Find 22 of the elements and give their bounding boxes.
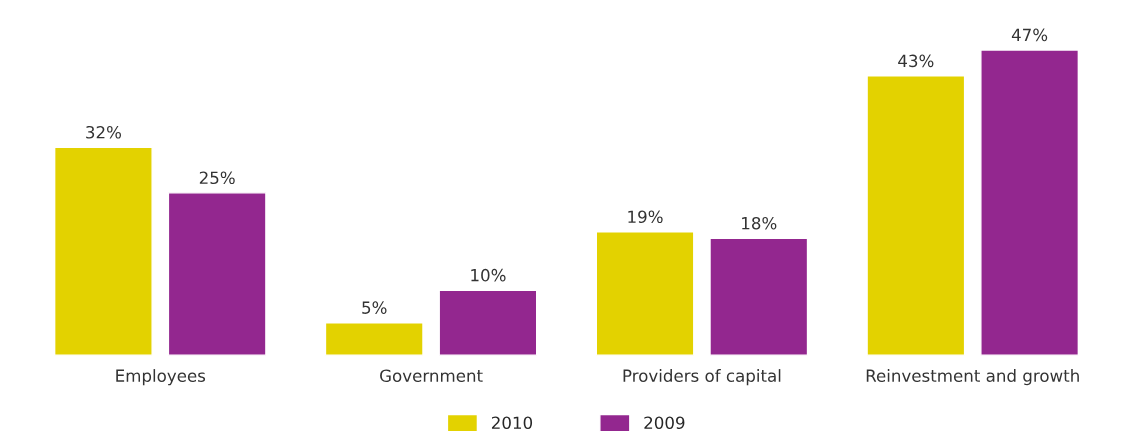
bar <box>438 289 538 356</box>
bar <box>167 192 267 356</box>
bar <box>53 146 153 356</box>
bar <box>324 322 424 356</box>
legend-label: 2009 <box>644 416 685 430</box>
data-label: 18% <box>742 216 777 230</box>
data-label: 32% <box>86 125 122 139</box>
bar <box>595 231 695 356</box>
bar <box>866 75 966 356</box>
data-label: 5% <box>362 301 387 314</box>
data-label: 19% <box>628 210 663 224</box>
bar <box>980 49 1080 356</box>
bar <box>709 237 809 356</box>
data-label: 25% <box>199 171 235 185</box>
x-tick-label: Providers of capital <box>623 369 781 386</box>
data-label: 47% <box>1011 28 1048 42</box>
x-tick-label: Government <box>380 369 483 382</box>
data-label: 43% <box>898 54 934 68</box>
x-tick-label: Employees <box>116 369 206 386</box>
data-label: 10% <box>471 268 506 282</box>
x-tick-label: Reinvestment and growth <box>866 369 1079 386</box>
legend-label: 2010 <box>491 416 533 430</box>
